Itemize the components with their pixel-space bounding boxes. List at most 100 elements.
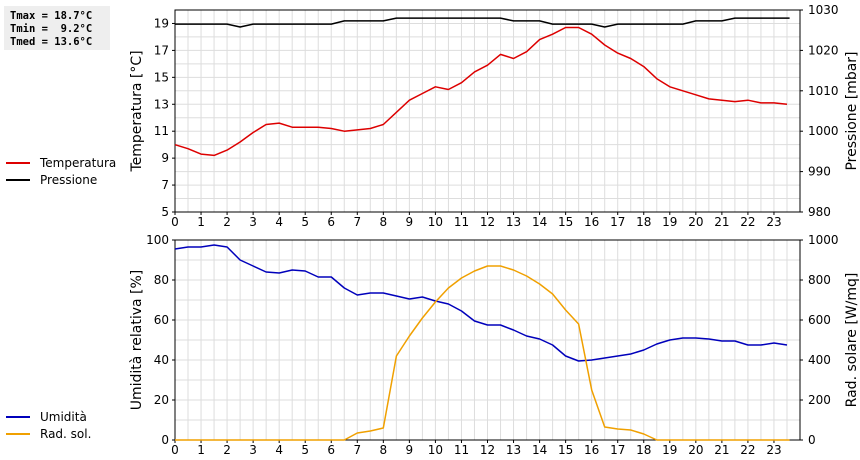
chart2-x-tick-label: 8 [380,443,388,457]
chart2-x-tick-label: 17 [610,443,625,457]
legend-bottom: Umidità Rad. sol. [6,408,91,442]
chart2-x-tick-label: 2 [223,443,231,457]
chart2-ylabel-left: Umidità relativa [%] [129,270,145,411]
chart2-x-tick-label: 0 [171,443,179,457]
chart1-x-tick-label: 22 [740,215,755,229]
chart2-x-tick-label: 10 [428,443,443,457]
chart2-y-right-tick-label: 200 [808,393,831,407]
chart1-ylabel-right: Pressione [mbar] [844,51,860,170]
chart1-y-left-tick-label: 7 [161,178,169,192]
chart2-y-right-tick-label: 400 [808,353,831,367]
chart2-x-tick-label: 7 [353,443,361,457]
legend-swatch-temperatura [6,161,30,164]
chart2-series-umidit-line [174,244,788,362]
chart1-x-tick-label: 5 [301,215,309,229]
chart2-y-right-tick-label: 800 [808,273,831,287]
legend-swatch-umidita [6,415,30,418]
chart2-x-tick-label: 6 [327,443,335,457]
chart1-x-tick-label: 14 [532,215,547,229]
chart2-series-rad-sol-line [175,265,790,441]
chart1-x-tick-label: 16 [584,215,599,229]
chart2-x-tick-label: 14 [532,443,547,457]
chart2-y-left-tick-label: 0 [161,433,169,447]
chart1-y-left-tick-label: 13 [154,97,169,111]
legend-item-temperatura: Temperatura [6,154,116,171]
legend-label-temperatura: Temperatura [40,155,117,170]
chart1-x-tick-label: 10 [428,215,443,229]
chart1-y-left-tick-label: 11 [154,124,169,138]
chart2-y-right-tick-label: 0 [808,433,816,447]
legend-swatch-rad-sol [6,432,30,435]
chart2-x-tick-label: 13 [506,443,521,457]
chart2-x-tick-label: 20 [688,443,703,457]
chart1-x-tick-label: 1 [197,215,205,229]
chart1-y-left-tick-label: 17 [154,43,169,57]
chart2-y-left-tick-label: 20 [154,393,169,407]
chart2-y-left-tick-label: 40 [154,353,169,367]
chart2-x-tick-label: 21 [714,443,729,457]
legend-label-umidita: Umidità [40,409,87,424]
chart1-y-right-tick-label: 1020 [808,43,839,57]
chart1-x-tick-label: 0 [171,215,179,229]
legend-item-umidita: Umidità [6,408,91,425]
chart1-series-pressione-line [175,17,790,28]
chart1-group: 0 1 2 3 4 5 6 7 8 9 10 11 12 13 14 15 16 17 18 19 20 21 22 2357… [129,3,860,229]
tmax-label: Tmax = 18.7°C [10,10,93,22]
chart1-x-tick-label: 19 [662,215,677,229]
chart1-y-right-tick-label: 1000 [808,124,839,138]
chart2-x-tick-label: 1 [197,443,205,457]
chart1-x-tick-label: 17 [610,215,625,229]
chart1-y-right-tick-label: 1030 [808,3,839,17]
chart2-x-tick-label: 16 [584,443,599,457]
chart2-group: 0 1 2 3 4 5 6 7 8 9 10 11 12 13 14 15 16 17 18 19 20 21 22 2302… [129,233,860,457]
chart1-x-tick-label: 8 [380,215,388,229]
legend-item-rad-sol: Rad. sol. [6,425,91,442]
chart1-y-right-tick-label: 980 [808,205,831,219]
chart2-y-right-tick-label: 600 [808,313,831,327]
chart1-x-tick-label: 18 [636,215,651,229]
chart1-x-tick-label: 6 [327,215,335,229]
chart1-x-tick-label: 3 [249,215,257,229]
chart1-x-tick-label: 20 [688,215,703,229]
chart2-x-tick-label: 5 [301,443,309,457]
chart1-x-tick-label: 23 [766,215,781,229]
chart2-x-tick-label: 15 [558,443,573,457]
chart1-y-right-tick-label: 1010 [808,84,839,98]
chart2-x-tick-label: 19 [662,443,677,457]
legend-item-pressione: Pressione [6,171,116,188]
chart2-x-tick-label: 9 [406,443,414,457]
legend-top: Temperatura Pressione [6,154,116,188]
chart1-y-left-tick-label: 5 [161,205,169,219]
chart2-x-tick-label: 11 [454,443,469,457]
tmin-label: Tmin = 9.2°C [10,23,93,35]
chart1-x-tick-label: 15 [558,215,573,229]
chart2-y-left-tick-label: 80 [154,273,169,287]
legend-label-rad-sol: Rad. sol. [40,426,92,441]
chart2-x-tick-label: 3 [249,443,257,457]
chart1-y-left-tick-label: 9 [161,151,169,165]
chart1-x-tick-label: 4 [275,215,283,229]
chart2-x-tick-label: 18 [636,443,651,457]
chart1-y-right-tick-label: 990 [808,165,831,179]
chart1-x-tick-label: 13 [506,215,521,229]
chart2-y-left-tick-label: 60 [154,313,169,327]
chart2-y-right-tick-label: 1000 [808,233,839,247]
tmed-label: Tmed = 13.6°C [10,36,93,48]
chart1-y-left-tick-label: 19 [154,16,169,30]
chart2-x-tick-label: 23 [766,443,781,457]
stats-box: Tmax = 18.7°C Tmin = 9.2°C Tmed = 13.6°C [4,6,110,50]
chart2-x-tick-label: 12 [480,443,495,457]
chart1-x-tick-label: 21 [714,215,729,229]
chart1-ylabel-left: Temperatura [°C] [129,50,145,172]
chart2-x-tick-label: 22 [740,443,755,457]
chart1-x-tick-label: 2 [223,215,231,229]
chart1-x-tick-label: 12 [480,215,495,229]
legend-swatch-pressione [6,178,30,181]
chart1-x-tick-label: 7 [353,215,361,229]
chart1-series-temperatura-line [174,26,788,157]
chart1-y-left-tick-label: 15 [154,70,169,84]
chart1-x-tick-label: 11 [454,215,469,229]
legend-label-pressione: Pressione [40,172,98,187]
chart2-ylabel-right: Rad. solare [W/mq] [844,273,860,408]
